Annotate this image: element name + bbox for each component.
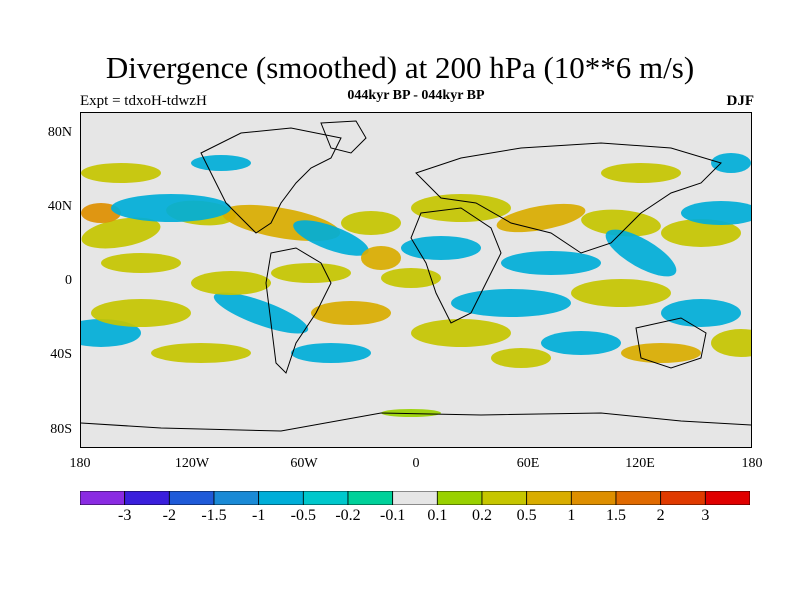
colorbar-label: -2	[162, 507, 176, 524]
colorbar-label: 1.5	[606, 507, 626, 524]
contour-region	[451, 289, 571, 317]
colorbar-swatch	[481, 491, 528, 505]
contour-region	[681, 201, 751, 225]
colorbar-swatch	[302, 491, 349, 505]
contour-region	[311, 301, 391, 325]
coastline	[200, 127, 342, 234]
colorbar-label: -0.2	[335, 507, 361, 524]
latitude-tick-label: 40S	[50, 347, 72, 362]
latitude-tick-label: 80N	[47, 125, 72, 140]
latitude-tick-label: 0	[65, 273, 72, 288]
colorbar-label: 1	[567, 507, 576, 524]
coastline	[415, 142, 722, 254]
contour-region	[581, 209, 661, 237]
contour-region	[711, 153, 751, 173]
longitude-tick-label: 120W	[174, 456, 210, 471]
colorbar-swatch	[213, 491, 260, 505]
colorbar-label: 0.5	[516, 507, 537, 524]
colorbar-label: -1	[251, 507, 266, 524]
colorbar-swatch	[704, 491, 750, 505]
colorbar-swatch	[347, 491, 394, 505]
longitude-tick-label: 180	[69, 456, 91, 471]
contour-region	[601, 163, 681, 183]
contour-region	[191, 271, 271, 295]
plot-subtitle: 044kyr BP - 044kyr BP	[347, 88, 485, 103]
colorbar	[80, 491, 750, 505]
colorbar-swatch	[436, 491, 483, 505]
colorbar-label: -1.5	[201, 507, 227, 524]
colorbar-swatch	[526, 491, 572, 505]
colorbar-label: -3	[117, 507, 132, 524]
contour-region	[411, 319, 511, 347]
contour-region	[381, 409, 441, 417]
colorbar-swatch	[392, 491, 438, 505]
divergence-contours	[81, 153, 751, 417]
colorbar-label: 3	[701, 507, 710, 524]
contour-region	[213, 292, 309, 334]
contour-region	[711, 329, 751, 357]
colorbar-swatch	[124, 491, 170, 505]
coastline	[635, 317, 707, 369]
plot-title: Divergence (smoothed) at 200 hPa (10**6 …	[105, 50, 695, 85]
contour-region	[621, 343, 701, 363]
contour-region	[293, 220, 369, 256]
colorbar-label: 0.1	[427, 507, 448, 524]
season-label: DJF	[726, 93, 755, 109]
longitude-tick-label: 120E	[625, 456, 655, 471]
contour-region	[661, 219, 741, 247]
contour-region	[101, 253, 181, 273]
contour-region	[491, 348, 551, 368]
contour-region	[661, 299, 741, 327]
colorbar-swatch	[615, 491, 662, 505]
coastline	[81, 412, 751, 432]
contour-region	[81, 217, 161, 249]
coastline	[320, 120, 367, 154]
contour-region	[271, 263, 351, 283]
contour-region	[381, 268, 441, 288]
divergence-map	[81, 113, 751, 447]
contour-region	[191, 155, 251, 171]
contour-region	[151, 343, 251, 363]
contour-region	[361, 246, 401, 270]
contour-region	[91, 299, 191, 327]
contour-region	[111, 194, 231, 222]
colorbar-label: 2	[656, 507, 665, 524]
contour-region	[605, 229, 677, 277]
colorbar-swatch	[258, 491, 304, 505]
contour-region	[81, 163, 161, 183]
contour-region	[541, 331, 621, 355]
colorbar-label: -0.1	[379, 507, 406, 524]
longitude-tick-label: 60W	[290, 456, 318, 471]
colorbar-label: 0.2	[472, 507, 492, 524]
contour-region	[501, 251, 601, 275]
contour-region	[341, 211, 401, 235]
coastlines	[81, 120, 751, 432]
colorbar-label: -0.5	[290, 507, 316, 524]
contour-region	[291, 343, 371, 363]
map-panel	[80, 112, 752, 448]
coastline	[410, 207, 502, 324]
contour-region	[571, 279, 671, 307]
colorbar-swatch	[80, 491, 126, 505]
longitude-tick-label: 60E	[516, 456, 540, 471]
colorbar-swatch	[570, 491, 617, 505]
longitude-tick-label: 0	[412, 456, 420, 471]
longitude-tick-label: 180	[741, 456, 763, 471]
colorbar-swatch	[168, 491, 215, 505]
contour-region	[401, 236, 481, 260]
experiment-label: Expt = tdxoH-tdwzH	[80, 93, 207, 109]
colorbar-swatch	[660, 491, 706, 505]
coastline	[265, 247, 332, 374]
latitude-tick-label: 80S	[50, 422, 72, 437]
latitude-tick-label: 40N	[47, 199, 72, 214]
